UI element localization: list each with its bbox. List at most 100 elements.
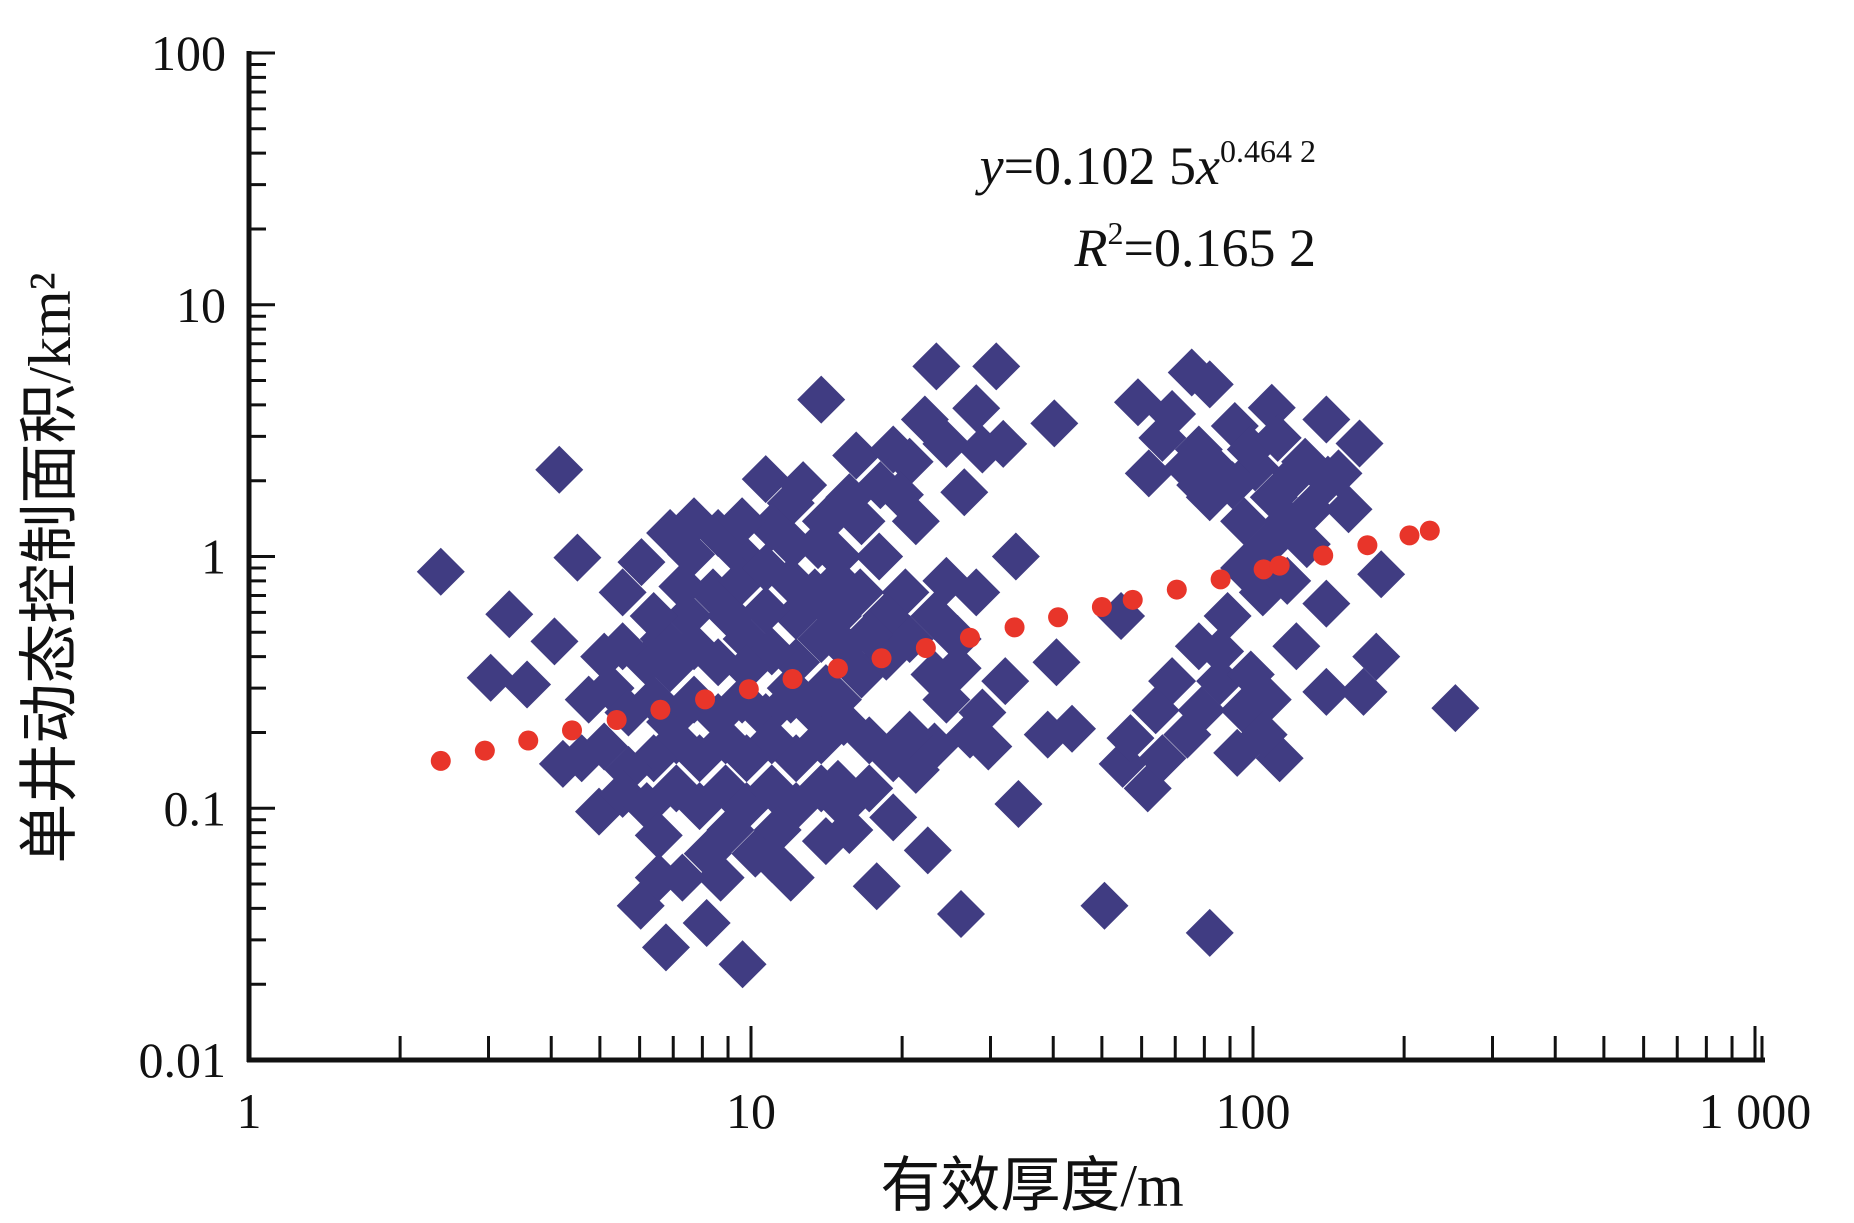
trend-point	[606, 709, 627, 730]
data-point	[772, 592, 821, 641]
data-point	[1247, 383, 1296, 432]
data-point	[658, 562, 707, 611]
equation-exponent: 0.464 2	[1220, 133, 1316, 169]
data-point	[416, 547, 465, 596]
trend-point	[518, 730, 539, 751]
data-point	[1208, 461, 1257, 510]
data-point	[1357, 550, 1406, 599]
data-point	[912, 342, 961, 391]
data-point	[855, 532, 904, 581]
data-point	[813, 556, 862, 605]
data-point	[952, 568, 1001, 617]
data-point	[940, 468, 989, 517]
data-point	[1239, 710, 1288, 759]
y-tick-label: 1	[201, 529, 226, 585]
trend-point	[695, 689, 716, 710]
x-tick-label: 100	[1216, 1083, 1291, 1139]
data-point	[797, 615, 846, 664]
data-point	[503, 660, 552, 709]
data-point	[1163, 443, 1212, 492]
data-point	[1335, 419, 1384, 468]
data-point	[1431, 684, 1480, 733]
equation-coef: =0.102 5	[1004, 136, 1196, 196]
tick-labels: 1 10 100 1 000 0.01 0.1 1 10 100	[139, 25, 1812, 1139]
data-point	[994, 779, 1043, 828]
data-point	[964, 722, 1013, 771]
data-point	[485, 590, 534, 639]
trend-point	[562, 720, 583, 741]
trendline	[430, 520, 1440, 771]
data-point	[1196, 627, 1245, 676]
y-tick-label: 0.01	[139, 1032, 227, 1088]
trend-point	[1091, 597, 1112, 618]
data-point	[1048, 704, 1097, 753]
data-point	[1302, 395, 1351, 444]
x-tick-label: 1	[237, 1083, 262, 1139]
data-point	[825, 473, 874, 522]
data-point	[766, 556, 815, 605]
data-point	[535, 445, 584, 494]
data-point	[979, 419, 1028, 468]
data-point	[598, 568, 647, 617]
trend-point	[959, 627, 980, 648]
data-point	[1163, 710, 1212, 759]
data-point	[1203, 592, 1252, 641]
data-point	[718, 940, 767, 989]
data-point	[564, 675, 613, 724]
data-point	[1148, 390, 1197, 439]
data-point	[1124, 449, 1173, 498]
data-point	[922, 675, 971, 724]
trend-point	[1419, 520, 1440, 541]
data-point	[832, 431, 881, 480]
data-point	[952, 384, 1001, 433]
trend-point	[1210, 569, 1231, 590]
trend-point	[738, 679, 759, 700]
y-axis-title: 单井动态控制面积/km²	[17, 272, 83, 863]
r2-value: =0.165 2	[1124, 218, 1316, 278]
data-point	[718, 497, 767, 546]
data-points	[416, 342, 1480, 989]
data-point	[696, 853, 745, 902]
data-point	[910, 592, 959, 641]
data-point	[1080, 881, 1129, 930]
data-point	[553, 533, 602, 582]
x-tick-label: 1 000	[1699, 1083, 1812, 1139]
x-tick-label: 10	[726, 1083, 776, 1139]
data-point	[852, 862, 901, 911]
trend-point	[1399, 525, 1420, 546]
data-point	[1196, 657, 1245, 706]
data-point	[779, 461, 828, 510]
data-point	[981, 657, 1030, 706]
r2-sup: 2	[1108, 215, 1124, 251]
data-point	[1314, 449, 1363, 498]
data-point	[682, 899, 731, 948]
equation-var: x	[1195, 136, 1220, 196]
trend-point	[1004, 617, 1025, 638]
trend-point	[827, 658, 848, 679]
y-tick-label: 0.1	[164, 780, 227, 836]
data-point	[1324, 485, 1373, 534]
trend-point	[871, 648, 892, 669]
trend-point	[474, 740, 495, 761]
data-point	[1286, 485, 1335, 534]
data-point	[741, 455, 790, 504]
y-tick-label: 100	[151, 25, 226, 81]
data-point	[530, 617, 579, 666]
data-point	[634, 853, 683, 902]
data-point	[1249, 473, 1298, 522]
data-point	[797, 375, 846, 424]
data-point	[801, 497, 850, 546]
data-point	[646, 644, 695, 693]
data-point	[958, 688, 1007, 737]
data-point	[1302, 579, 1351, 628]
data-point	[972, 342, 1021, 391]
data-point	[845, 764, 894, 813]
data-point	[891, 497, 940, 546]
data-point	[768, 521, 817, 570]
data-point	[629, 592, 678, 641]
data-point	[825, 805, 874, 854]
equation-lhs: y	[975, 136, 1004, 196]
trend-point	[1313, 545, 1334, 566]
data-point	[1220, 544, 1269, 593]
